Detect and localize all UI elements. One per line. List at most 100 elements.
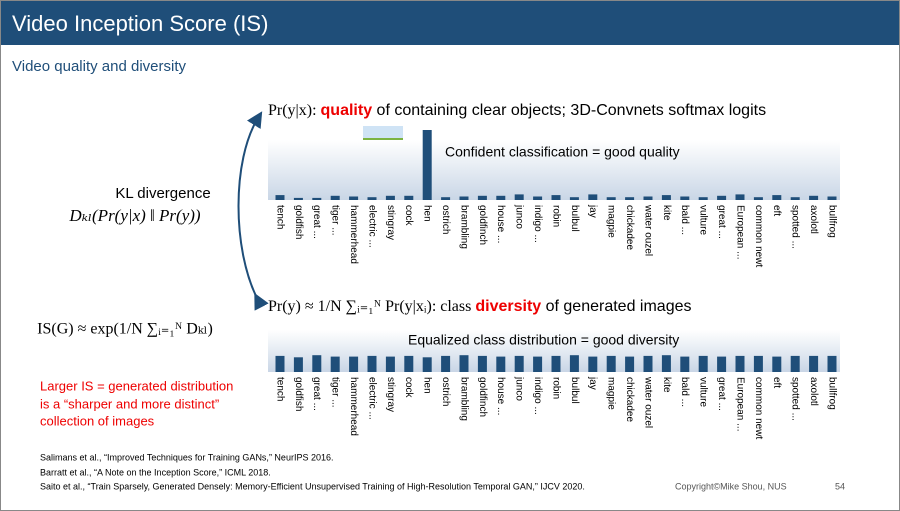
x-tick-label: kite: [661, 205, 672, 221]
x-tick-label: house ...: [495, 377, 506, 415]
thumbnail-sky: [363, 126, 403, 138]
copyright: Copyright©Mike Shou, NUS: [675, 481, 787, 491]
bar: [569, 355, 579, 372]
bar: [275, 355, 285, 372]
plot-band: [268, 140, 840, 200]
bar: [330, 195, 340, 200]
x-tick-label: bald ...: [679, 205, 690, 235]
x-tick-label: electric ...: [366, 205, 377, 248]
bar: [809, 355, 819, 372]
x-tick-label: water ouzel: [642, 376, 653, 428]
bar: [772, 356, 782, 372]
bar: [441, 355, 451, 372]
bar: [349, 356, 359, 372]
x-tick-label: junco: [514, 204, 525, 229]
bar: [533, 356, 543, 372]
bar: [477, 355, 487, 372]
heading-text: of containing clear objects; 3D-Convnets…: [372, 102, 766, 119]
bar: [349, 196, 359, 200]
x-tick-label: ostrich: [440, 205, 451, 234]
bar: [441, 197, 451, 200]
bar: [790, 355, 800, 372]
bar: [680, 356, 690, 372]
bar: [551, 355, 561, 372]
x-tick-label: bulbul: [569, 377, 580, 404]
bar: [625, 197, 635, 200]
x-tick-label: chickadee: [624, 205, 635, 250]
x-tick-label: stingray: [385, 205, 396, 240]
bar: [790, 197, 800, 200]
x-tick-label: goldfish: [293, 377, 304, 411]
x-tick-label: goldfinch: [477, 377, 488, 417]
x-tick-label: water ouzel: [642, 204, 653, 256]
bar: [367, 197, 377, 200]
bar: [514, 355, 524, 372]
x-tick-label: goldfinch: [477, 205, 488, 245]
kl-label: KL divergence: [115, 185, 210, 202]
heading-text: Pr(y) ≈ 1/N ∑ᵢ₌₁ᴺ Pr(y|xᵢ): class: [268, 298, 475, 315]
bar: [661, 355, 671, 372]
x-tick-label: brambling: [458, 377, 469, 421]
x-tick-label: common newt: [753, 205, 764, 267]
x-tick-label: bald ...: [679, 377, 690, 407]
bar: [643, 196, 653, 200]
x-tick-label: great ...: [311, 205, 322, 239]
page-number: 54: [835, 481, 845, 491]
bar: [717, 356, 727, 372]
x-tick-label: axolotl: [808, 377, 819, 406]
x-tick-label: cock: [403, 377, 414, 399]
heading-highlight: quality: [321, 102, 373, 119]
bar: [680, 196, 690, 200]
x-tick-label: hen: [422, 377, 433, 394]
heading-highlight: diversity: [475, 298, 541, 315]
x-tick-label: vulture: [698, 377, 709, 407]
x-tick-label: brambling: [458, 205, 469, 249]
bar: [569, 197, 579, 200]
note: is a “sharper and more distinct”: [40, 396, 219, 411]
x-tick-label: electric ...: [366, 377, 377, 420]
x-tick-label: bulbul: [569, 205, 580, 232]
x-tick-label: hen: [422, 205, 433, 222]
x-tick-label: spotted ...: [790, 205, 801, 249]
is-formula: IS(G) ≈ exp(1/N ∑ᵢ₌₁ᴺ Dₖₗ): [37, 321, 213, 338]
x-tick-label: vulture: [698, 205, 709, 235]
x-tick-label: eft: [771, 377, 782, 388]
x-tick-label: bullfrog: [826, 377, 837, 410]
bar: [753, 197, 763, 200]
bar: [698, 197, 708, 200]
x-tick-label: tiger ...: [330, 205, 341, 236]
bar: [330, 356, 340, 372]
chart-heading: Pr(y|x): quality of containing clear obj…: [268, 102, 766, 120]
x-tick-label: tench: [274, 377, 285, 401]
bar: [275, 195, 285, 200]
bar: [643, 355, 653, 372]
bar: [496, 195, 506, 200]
bar: [551, 195, 561, 200]
annotation: Confident classification = good quality: [445, 144, 680, 160]
x-tick-label: great ...: [716, 205, 727, 239]
x-tick-label: tiger ...: [330, 377, 341, 408]
bar: [735, 194, 745, 200]
x-tick-label: great ...: [311, 377, 322, 411]
bar: [459, 196, 469, 200]
x-tick-label: robin: [550, 205, 561, 227]
bar: [404, 355, 414, 372]
bar: [717, 195, 727, 200]
x-tick-label: stingray: [385, 377, 396, 412]
x-tick-label: hammerhead: [348, 205, 359, 264]
bar: [753, 355, 763, 372]
reference: Salimans et al., “Improved Techniques fo…: [40, 452, 333, 462]
bar: [625, 356, 635, 372]
note: collection of images: [40, 413, 155, 428]
bar: [459, 355, 469, 372]
bar: [293, 357, 303, 372]
bar: [606, 355, 616, 372]
bar: [514, 194, 524, 200]
x-tick-label: bullfrog: [826, 205, 837, 238]
x-tick-label: spotted ...: [790, 377, 801, 421]
bar: [422, 130, 432, 200]
x-tick-label: robin: [550, 377, 561, 399]
reference: Barratt et al., “A Note on the Inception…: [40, 467, 271, 477]
kl-formula: Dₖₗ(Pr(y|x) ‖ Pr(y)): [68, 206, 200, 225]
